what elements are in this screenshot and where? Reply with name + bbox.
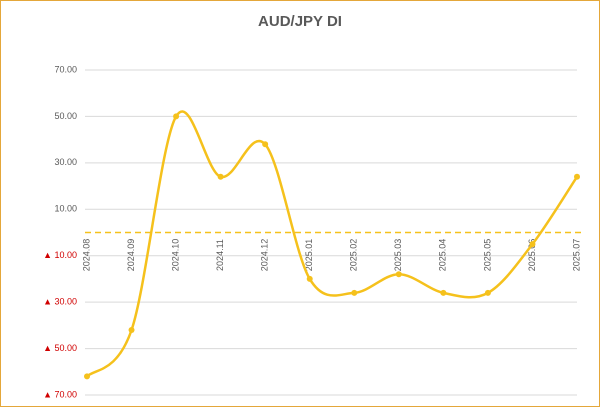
x-tick-label: 2024.09 [126, 239, 136, 272]
point [574, 173, 580, 180]
point [395, 271, 402, 278]
x-tick-label: 2025.01 [304, 239, 314, 272]
point [262, 141, 269, 148]
point [128, 327, 135, 333]
x-tick-label: 2025.02 [349, 239, 359, 272]
y-tick-label: ▲ 30.00 [43, 297, 77, 307]
x-tick-label: 2025.04 [438, 239, 448, 272]
point [84, 373, 90, 380]
x-tick-label: 2025.06 [527, 239, 537, 272]
x-tick-label: 2024.12 [260, 239, 270, 272]
x-tick-label: 2025.03 [393, 239, 403, 272]
point [351, 289, 358, 296]
y-tick-label: 10.00 [54, 204, 77, 214]
x-tick-label: 2024.10 [170, 239, 180, 272]
y-tick-label: ▲ 70.00 [43, 389, 77, 399]
x-tick-label: 2025.05 [482, 239, 492, 272]
x-tick-label: 2024.11 [215, 239, 225, 271]
x-tick-label: 2024.08 [81, 239, 91, 272]
y-tick-label: ▲ 50.00 [43, 343, 77, 353]
y-tick-label: 50.00 [54, 111, 77, 121]
chart-title: AUD/JPY DI [258, 13, 342, 30]
point [484, 289, 491, 296]
x-tick-label: 2025.07 [571, 239, 581, 272]
point [529, 241, 536, 248]
y-tick-label: 30.00 [54, 157, 77, 167]
point [306, 275, 313, 282]
point [217, 173, 224, 180]
y-tick-label: 70.00 [54, 64, 77, 74]
point [440, 289, 447, 296]
y-tick-label: ▲ 10.00 [43, 250, 77, 260]
point [173, 113, 180, 120]
